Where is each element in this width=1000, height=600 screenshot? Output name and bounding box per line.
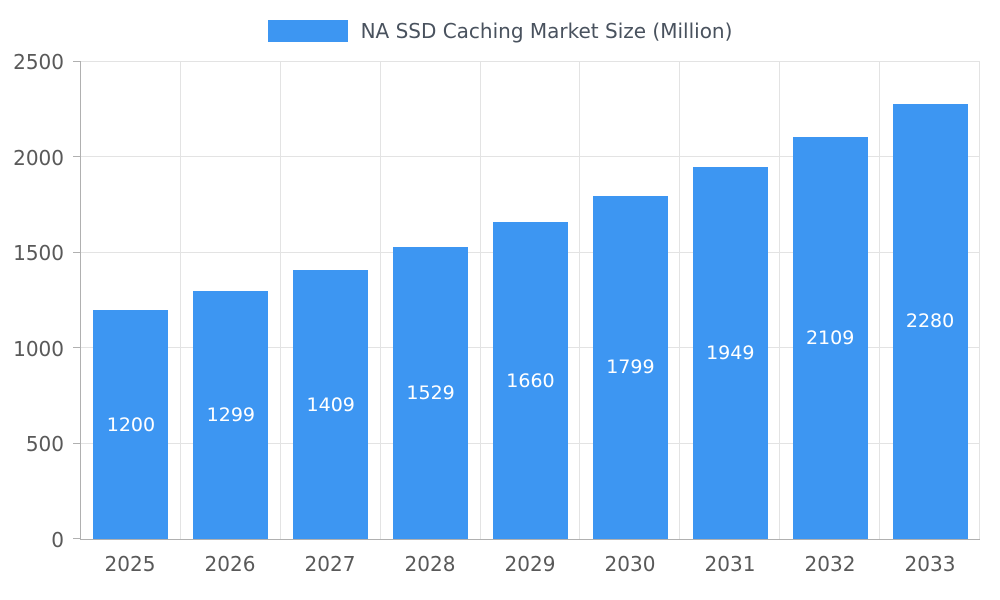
y-tick-mark: [73, 347, 81, 349]
bar-2025[interactable]: 1200: [93, 310, 169, 539]
y-tick-label: 1000: [13, 336, 64, 361]
bar-value-label: 1200: [106, 413, 156, 436]
y-tick-label: 500: [25, 432, 64, 457]
bar-2026[interactable]: 1299: [193, 291, 269, 539]
v-gridline: [279, 62, 281, 539]
x-tick-label: 2029: [504, 552, 556, 576]
bar-2032[interactable]: 2109: [792, 136, 868, 539]
v-gridline: [879, 62, 881, 539]
plot-area: 1200 1299 1409 1529 1660 1799 1949 2109 2280: [73, 61, 980, 540]
x-tick-label: 2025: [104, 552, 156, 576]
y-axis-labels: 0 500 1000 1500 2000 2500: [0, 50, 72, 552]
v-gridline: [379, 62, 381, 539]
legend-swatch: [267, 20, 348, 42]
y-tick-mark: [73, 442, 81, 444]
h-gridline: [81, 61, 980, 62]
bar-2028[interactable]: 1529: [393, 247, 469, 539]
bar-2029[interactable]: 1660: [493, 222, 568, 539]
x-tick-label: 2033: [904, 552, 956, 576]
x-tick-label: 2026: [204, 552, 256, 576]
y-tick-label: 1500: [13, 241, 64, 266]
y-tick-mark: [73, 251, 81, 253]
x-tick-label: 2032: [804, 552, 856, 576]
x-tick-label: 2028: [404, 552, 456, 576]
y-tick-mark: [73, 538, 81, 539]
bar-2031[interactable]: 1949: [692, 167, 768, 539]
x-tick-label: 2031: [704, 552, 756, 576]
y-tick-label: 2500: [13, 50, 64, 74]
v-gridline: [479, 62, 481, 539]
bar-value-label: 1409: [306, 393, 355, 416]
v-gridline: [579, 62, 581, 539]
x-axis-labels: 2025 2026 2027 2028 2029 2030 2031 2032 2033: [80, 552, 980, 586]
v-gridline: [179, 62, 181, 539]
x-tick-label: 2030: [604, 552, 656, 576]
y-tick-label: 0: [51, 528, 64, 552]
bar-value-label: 2109: [805, 326, 855, 349]
bar-value-label: 1799: [606, 356, 655, 379]
x-tick-label: 2027: [304, 552, 356, 576]
legend-label: NA SSD Caching Market Size (Million): [360, 19, 733, 43]
y-tick-label: 2000: [13, 145, 64, 170]
bar-2033[interactable]: 2280: [892, 103, 968, 539]
y-tick-mark: [73, 156, 81, 158]
bar-value-label: 1949: [706, 342, 755, 365]
v-gridline: [779, 62, 781, 539]
bar-value-label: 1529: [406, 382, 455, 405]
bar-value-label: 2280: [905, 310, 955, 333]
bar-value-label: 1299: [206, 404, 255, 427]
y-tick-mark: [73, 61, 81, 62]
chart-legend: NA SSD Caching Market Size (Million): [0, 19, 1000, 43]
bar-value-label: 1660: [506, 369, 555, 392]
v-gridline: [679, 62, 681, 539]
v-gridline: [979, 62, 980, 539]
bar-2030[interactable]: 1799: [592, 195, 668, 539]
h-gridline: [81, 156, 980, 158]
bar-2027[interactable]: 1409: [293, 270, 369, 539]
